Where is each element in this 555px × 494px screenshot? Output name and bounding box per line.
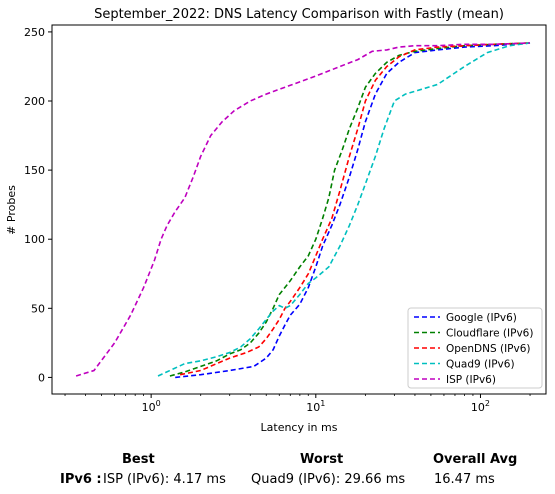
summary-avg-header: Overall Avg [433,452,518,467]
summary-avg-value: 16.47 ms [434,472,495,487]
y-tick-label: 0 [38,371,45,384]
series-line-cloudflare-ipv6 [169,42,531,377]
series-line-opendns-ipv6 [179,42,531,376]
legend-label: Quad9 (IPv6) [446,359,515,371]
summary-worst-header: Worst [300,452,344,467]
x-tick-label: 102 [471,399,490,414]
series-line-quad9-ipv6 [157,42,531,377]
legend-label: OpenDNS (IPv6) [446,343,531,355]
legend-label: Google (IPv6) [446,312,517,324]
y-tick-label: 250 [24,26,45,39]
legend-label: ISP (IPv6) [446,374,496,386]
summary-best-value: ISP (IPv6): 4.17 ms [103,472,226,487]
chart-title: September_2022: DNS Latency Comparison w… [94,7,504,22]
series-line-isp-ipv6 [75,42,531,377]
y-tick-label: 100 [24,233,45,246]
legend: Google (IPv6) Cloudflare (IPv6) OpenDNS (I… [407,307,543,389]
x-axis-label: Latency in ms [261,421,338,434]
legend-box [407,307,543,389]
axis-ticks: 100 101 102 0 50 100 150 200 250 [24,26,531,414]
summary-best-header: Best [122,452,155,467]
x-tick-label: 100 [142,399,161,414]
y-tick-label: 200 [24,95,45,108]
y-tick-label: 50 [31,302,45,315]
chart: September_2022: DNS Latency Comparison w… [5,7,547,434]
y-tick-label: 150 [24,164,45,177]
legend-label: Cloudflare (IPv6) [446,328,533,340]
x-tick-label: 101 [306,399,325,414]
summary-row-label: IPv6 : [60,472,102,487]
y-axis-label: # Probes [5,185,18,235]
series-line-google-ipv6 [175,42,531,379]
series-group [75,42,531,379]
summary-worst-value: Quad9 (IPv6): 29.66 ms [251,472,406,487]
